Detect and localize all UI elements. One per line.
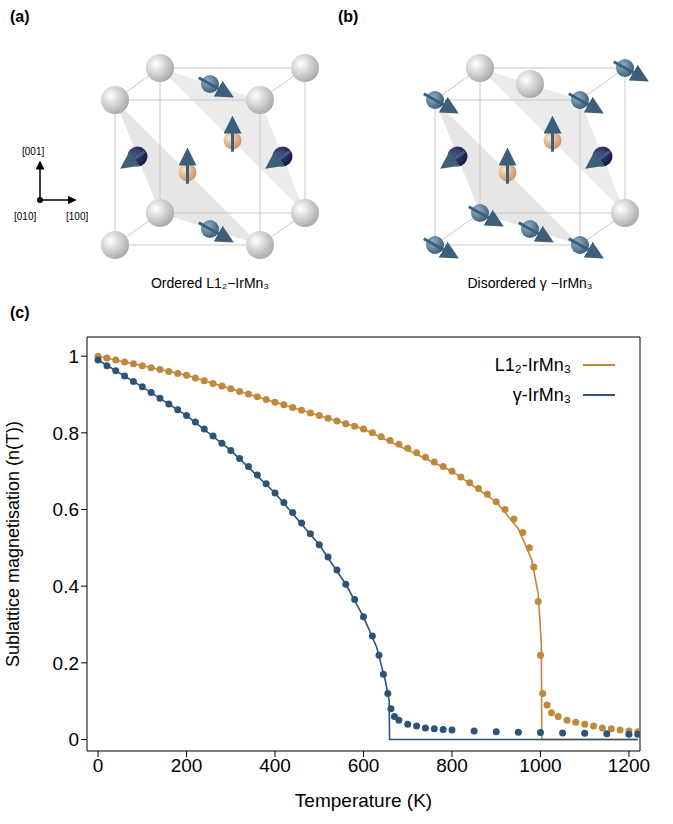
svg-text:Disordered γ −IrMn₃: Disordered γ −IrMn₃ [467, 275, 592, 291]
svg-text:0: 0 [68, 729, 79, 750]
svg-text:[010]: [010] [14, 211, 36, 222]
html-text:L1₂-IrMn₃: L1₂-IrMn₃ [494, 354, 571, 375]
svg-text:[100]: [100] [66, 211, 88, 222]
svg-text:400: 400 [259, 755, 291, 776]
svg-text:0: 0 [93, 755, 104, 776]
svg-text:0.8: 0.8 [53, 423, 79, 444]
svg-text:Temperature (K): Temperature (K) [295, 790, 432, 811]
svg-text:(a): (a) [10, 8, 30, 25]
svg-text:0.4: 0.4 [53, 576, 80, 597]
svg-text:800: 800 [436, 755, 468, 776]
svg-text:1000: 1000 [519, 755, 561, 776]
html-text:γ-IrMn₃: γ-IrMn₃ [512, 384, 571, 405]
svg-text:0.6: 0.6 [53, 499, 79, 520]
svg-text:600: 600 [348, 755, 380, 776]
svg-text:1200: 1200 [608, 755, 650, 776]
svg-text:0.2: 0.2 [53, 653, 79, 674]
svg-text:(b): (b) [338, 8, 358, 25]
svg-text:200: 200 [171, 755, 203, 776]
svg-text:[001]: [001] [22, 146, 44, 157]
html-text:(c): (c) [10, 304, 30, 321]
svg-text:Sublattice magnetisation (n(T): Sublattice magnetisation (n(T)) [4, 421, 23, 667]
svg-text:1: 1 [68, 346, 79, 367]
svg-text:Ordered L1₂−IrMn₃: Ordered L1₂−IrMn₃ [151, 275, 269, 291]
